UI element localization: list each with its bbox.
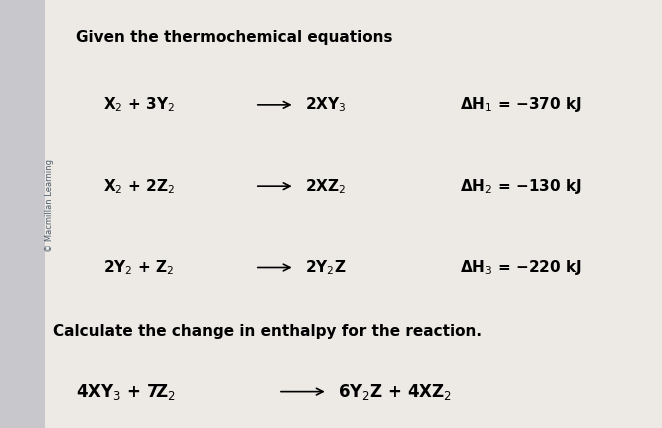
Text: Given the thermochemical equations: Given the thermochemical equations bbox=[76, 30, 393, 45]
Text: 2XZ$_2$: 2XZ$_2$ bbox=[305, 177, 346, 196]
Text: 2Y$_2$ + Z$_2$: 2Y$_2$ + Z$_2$ bbox=[103, 258, 174, 277]
Text: ΔH$_1$ = −370 kJ: ΔH$_1$ = −370 kJ bbox=[460, 95, 582, 114]
Text: 2XY$_3$: 2XY$_3$ bbox=[305, 95, 346, 114]
Text: ΔH$_2$ = −130 kJ: ΔH$_2$ = −130 kJ bbox=[460, 177, 582, 196]
Text: ΔH$_3$ = −220 kJ: ΔH$_3$ = −220 kJ bbox=[460, 258, 582, 277]
Text: 6Y$_2$Z + 4XZ$_2$: 6Y$_2$Z + 4XZ$_2$ bbox=[338, 382, 451, 401]
Text: 2Y$_2$Z: 2Y$_2$Z bbox=[305, 258, 346, 277]
Text: X$_2$ + 2Z$_2$: X$_2$ + 2Z$_2$ bbox=[103, 177, 175, 196]
Text: Calculate the change in enthalpy for the reaction.: Calculate the change in enthalpy for the… bbox=[53, 324, 482, 339]
Text: X$_2$ + 3Y$_2$: X$_2$ + 3Y$_2$ bbox=[103, 95, 175, 114]
Text: © Macmillan Learning: © Macmillan Learning bbox=[45, 159, 54, 252]
Text: 4XY$_3$ + 7Z$_2$: 4XY$_3$ + 7Z$_2$ bbox=[76, 382, 176, 401]
